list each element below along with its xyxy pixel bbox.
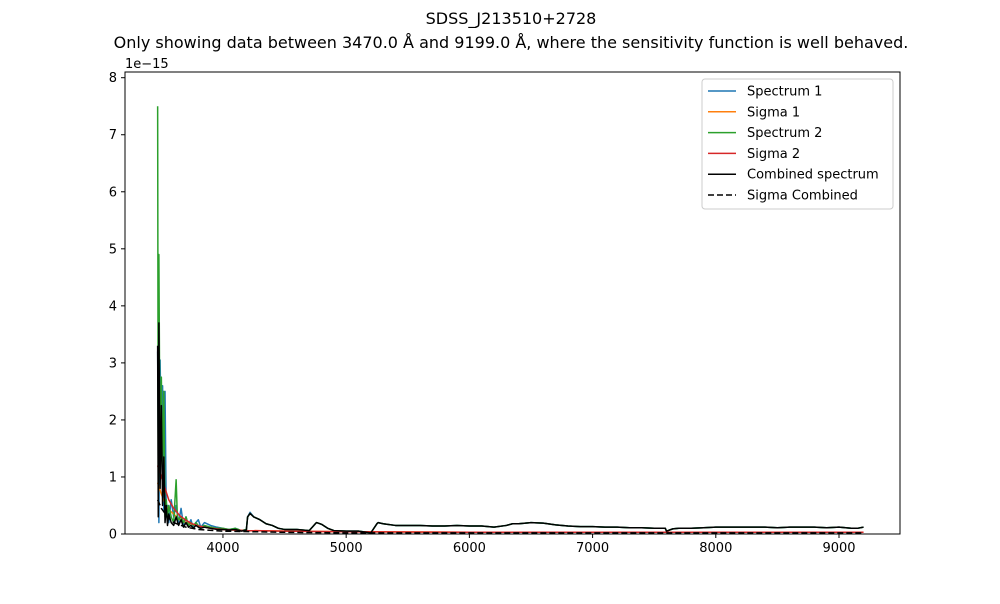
chart-title: SDSS_J213510+2728 [426, 9, 597, 29]
x-tick-label: 9000 [822, 541, 855, 556]
legend-label: Spectrum 2 [747, 126, 822, 141]
x-tick-label: 7000 [576, 541, 609, 556]
y-tick-label: 4 [109, 299, 117, 314]
y-tick-label: 1 [109, 470, 117, 485]
y-tick-label: 2 [109, 413, 117, 428]
chart-subtitle: Only showing data between 3470.0 Å and 9… [114, 33, 909, 52]
legend: Spectrum 1 Sigma 1 Spectrum 2 Sigma 2 Combin… [701, 78, 894, 210]
y-tick-label: 3 [109, 356, 117, 371]
x-tick-label: 8000 [699, 541, 732, 556]
y-tick-label: 0 [109, 528, 117, 543]
series-layer [156, 106, 864, 534]
legend-label: Sigma 2 [747, 147, 800, 162]
legend-label: Combined spectrum [747, 168, 879, 183]
legend-label: Sigma 1 [747, 105, 800, 120]
y-tick-label: 6 [109, 185, 117, 200]
y-tick-label: 7 [109, 128, 117, 143]
y-tick-label: 8 [109, 71, 117, 86]
x-tick-label: 4000 [206, 541, 239, 556]
y-axis-ticks: 0 1 2 3 4 5 6 7 8 [109, 71, 125, 543]
series-line-spectrum-1 [156, 351, 864, 534]
legend-entries: Spectrum 1 Sigma 1 Spectrum 2 Sigma 2 Combin… [708, 85, 879, 204]
y-tick-label: 5 [109, 242, 117, 257]
y-offset-label: 1e−15 [125, 57, 169, 72]
legend-label: Spectrum 1 [747, 85, 822, 100]
legend-label: Sigma Combined [747, 189, 858, 204]
series-line-combined-spectrum [156, 322, 864, 534]
legend-box [701, 78, 894, 210]
x-tick-label: 5000 [330, 541, 363, 556]
series-line-sigma-combined [156, 499, 864, 534]
plot-frame [124, 71, 901, 535]
x-axis-ticks: 4000 5000 6000 7000 8000 9000 [206, 534, 856, 556]
x-tick-label: 6000 [453, 541, 486, 556]
